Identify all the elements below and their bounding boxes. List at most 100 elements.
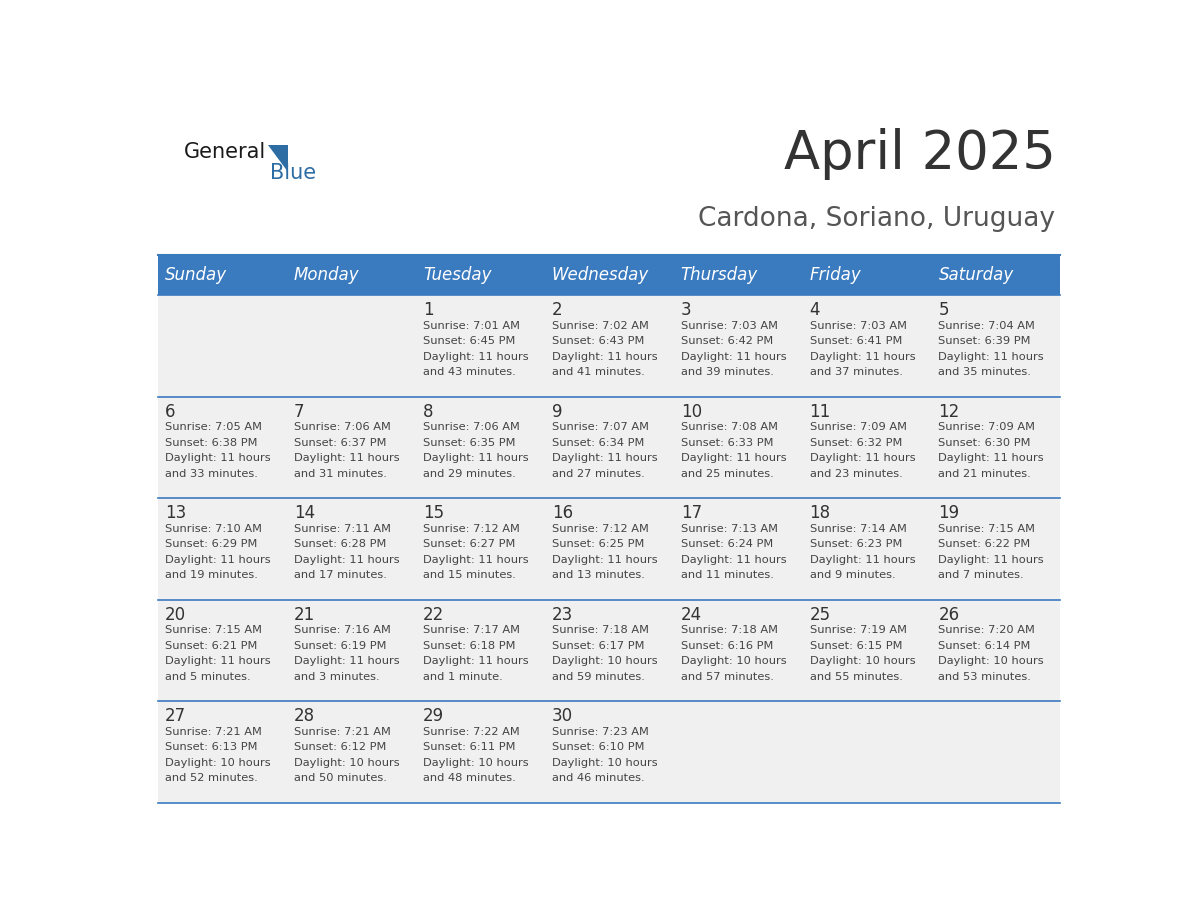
Text: 25: 25 <box>809 606 830 623</box>
Text: 17: 17 <box>681 504 702 522</box>
Text: Daylight: 10 hours: Daylight: 10 hours <box>165 758 271 768</box>
Text: Sunset: 6:28 PM: Sunset: 6:28 PM <box>293 540 386 549</box>
Text: 9: 9 <box>551 402 562 420</box>
Text: Friday: Friday <box>809 266 861 285</box>
Text: Sunset: 6:22 PM: Sunset: 6:22 PM <box>939 540 1031 549</box>
Text: Sunrise: 7:11 AM: Sunrise: 7:11 AM <box>293 524 391 533</box>
Text: 4: 4 <box>809 301 820 319</box>
Text: Sunset: 6:10 PM: Sunset: 6:10 PM <box>551 743 644 753</box>
Text: Sunrise: 7:10 AM: Sunrise: 7:10 AM <box>165 524 263 533</box>
Text: and 7 minutes.: and 7 minutes. <box>939 570 1024 580</box>
Text: Daylight: 10 hours: Daylight: 10 hours <box>809 656 915 666</box>
Text: Sunset: 6:25 PM: Sunset: 6:25 PM <box>551 540 644 549</box>
Text: Daylight: 11 hours: Daylight: 11 hours <box>681 453 786 464</box>
Text: Sunset: 6:18 PM: Sunset: 6:18 PM <box>423 641 516 651</box>
Text: and 21 minutes.: and 21 minutes. <box>939 469 1031 479</box>
Text: and 19 minutes.: and 19 minutes. <box>165 570 258 580</box>
Text: Sunset: 6:11 PM: Sunset: 6:11 PM <box>423 743 516 753</box>
Text: Sunrise: 7:21 AM: Sunrise: 7:21 AM <box>293 727 391 737</box>
Text: Daylight: 11 hours: Daylight: 11 hours <box>939 352 1044 362</box>
Text: Daylight: 11 hours: Daylight: 11 hours <box>293 453 399 464</box>
Text: Daylight: 11 hours: Daylight: 11 hours <box>681 352 786 362</box>
Bar <box>158 701 286 803</box>
Text: Sunset: 6:35 PM: Sunset: 6:35 PM <box>423 438 516 448</box>
Bar <box>544 498 674 599</box>
Text: Sunrise: 7:02 AM: Sunrise: 7:02 AM <box>551 320 649 330</box>
Text: Daylight: 11 hours: Daylight: 11 hours <box>809 453 915 464</box>
Bar <box>416 397 544 498</box>
Bar <box>416 255 544 296</box>
Text: Sunrise: 7:01 AM: Sunrise: 7:01 AM <box>423 320 520 330</box>
Text: 20: 20 <box>165 606 187 623</box>
Bar <box>416 296 544 397</box>
Text: and 39 minutes.: and 39 minutes. <box>681 367 773 377</box>
Text: and 57 minutes.: and 57 minutes. <box>681 672 773 682</box>
Text: Daylight: 11 hours: Daylight: 11 hours <box>809 554 915 565</box>
Text: 5: 5 <box>939 301 949 319</box>
Text: 21: 21 <box>293 606 315 623</box>
Bar <box>158 397 286 498</box>
Text: Sunset: 6:17 PM: Sunset: 6:17 PM <box>551 641 644 651</box>
Text: Daylight: 11 hours: Daylight: 11 hours <box>809 352 915 362</box>
Text: Daylight: 11 hours: Daylight: 11 hours <box>293 554 399 565</box>
Text: 2: 2 <box>551 301 562 319</box>
Bar <box>158 255 286 296</box>
Text: and 48 minutes.: and 48 minutes. <box>423 774 516 783</box>
Text: Daylight: 11 hours: Daylight: 11 hours <box>165 656 271 666</box>
Text: Daylight: 11 hours: Daylight: 11 hours <box>293 656 399 666</box>
Text: Sunrise: 7:15 AM: Sunrise: 7:15 AM <box>939 524 1036 533</box>
Text: and 55 minutes.: and 55 minutes. <box>809 672 903 682</box>
Text: Sunrise: 7:21 AM: Sunrise: 7:21 AM <box>165 727 261 737</box>
Text: Sunset: 6:38 PM: Sunset: 6:38 PM <box>165 438 258 448</box>
Text: Monday: Monday <box>293 266 360 285</box>
Text: Sunrise: 7:18 AM: Sunrise: 7:18 AM <box>551 625 649 635</box>
Text: Daylight: 11 hours: Daylight: 11 hours <box>423 352 529 362</box>
Text: Sunrise: 7:06 AM: Sunrise: 7:06 AM <box>293 422 391 432</box>
Bar <box>544 296 674 397</box>
Text: Sunset: 6:13 PM: Sunset: 6:13 PM <box>165 743 258 753</box>
Text: and 37 minutes.: and 37 minutes. <box>809 367 903 377</box>
Text: Thursday: Thursday <box>681 266 758 285</box>
Text: and 33 minutes.: and 33 minutes. <box>165 469 258 479</box>
Text: Tuesday: Tuesday <box>423 266 492 285</box>
Text: Sunset: 6:15 PM: Sunset: 6:15 PM <box>809 641 902 651</box>
Text: Sunrise: 7:09 AM: Sunrise: 7:09 AM <box>809 422 906 432</box>
Text: and 9 minutes.: and 9 minutes. <box>809 570 896 580</box>
Text: and 50 minutes.: and 50 minutes. <box>293 774 387 783</box>
Bar <box>931 498 1060 599</box>
Text: Sunrise: 7:12 AM: Sunrise: 7:12 AM <box>551 524 649 533</box>
Text: Sunrise: 7:09 AM: Sunrise: 7:09 AM <box>939 422 1036 432</box>
Text: Sunrise: 7:23 AM: Sunrise: 7:23 AM <box>551 727 649 737</box>
Text: Sunset: 6:43 PM: Sunset: 6:43 PM <box>551 336 644 346</box>
Text: and 53 minutes.: and 53 minutes. <box>939 672 1031 682</box>
Text: Daylight: 11 hours: Daylight: 11 hours <box>551 554 657 565</box>
Text: Sunset: 6:34 PM: Sunset: 6:34 PM <box>551 438 644 448</box>
Text: 26: 26 <box>939 606 960 623</box>
Text: and 1 minute.: and 1 minute. <box>423 672 503 682</box>
Bar <box>931 701 1060 803</box>
Text: 22: 22 <box>423 606 444 623</box>
Bar <box>544 397 674 498</box>
Text: Sunset: 6:41 PM: Sunset: 6:41 PM <box>809 336 902 346</box>
Bar <box>931 397 1060 498</box>
Text: Daylight: 11 hours: Daylight: 11 hours <box>423 656 529 666</box>
Text: 13: 13 <box>165 504 187 522</box>
Text: Saturday: Saturday <box>939 266 1013 285</box>
Bar <box>158 599 286 701</box>
Text: and 52 minutes.: and 52 minutes. <box>165 774 258 783</box>
Text: 12: 12 <box>939 402 960 420</box>
Bar <box>286 397 416 498</box>
Bar <box>286 701 416 803</box>
Text: and 23 minutes.: and 23 minutes. <box>809 469 903 479</box>
Text: 1: 1 <box>423 301 434 319</box>
Text: Cardona, Soriano, Uruguay: Cardona, Soriano, Uruguay <box>699 206 1055 231</box>
Bar <box>802 599 931 701</box>
Bar <box>674 255 802 296</box>
Text: 7: 7 <box>293 402 304 420</box>
Text: and 35 minutes.: and 35 minutes. <box>939 367 1031 377</box>
Text: Daylight: 11 hours: Daylight: 11 hours <box>551 352 657 362</box>
Text: and 41 minutes.: and 41 minutes. <box>551 367 645 377</box>
Bar <box>674 498 802 599</box>
Text: 14: 14 <box>293 504 315 522</box>
Text: April 2025: April 2025 <box>784 128 1055 180</box>
